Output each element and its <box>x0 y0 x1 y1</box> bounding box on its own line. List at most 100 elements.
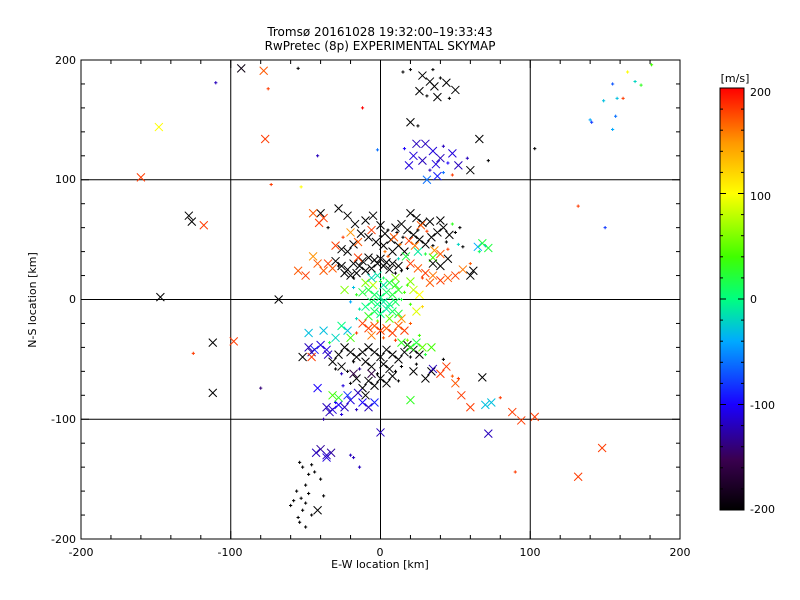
data-point-cross <box>436 249 445 259</box>
data-point-cross <box>328 264 337 273</box>
data-point-cross <box>308 208 318 218</box>
data-point-plus <box>399 297 404 302</box>
data-point-cross <box>433 171 442 181</box>
data-point-cross <box>313 259 322 268</box>
data-point-cross <box>413 247 423 256</box>
data-point-cross <box>322 345 331 355</box>
data-point-plus <box>266 87 270 91</box>
y-tick-label: 100 <box>55 173 76 186</box>
data-point-cross <box>361 390 370 400</box>
data-point-cross <box>304 343 313 352</box>
data-point-cross <box>388 328 397 338</box>
data-point-cross <box>486 398 496 407</box>
data-point-cross <box>477 372 487 382</box>
data-point-plus <box>316 154 320 158</box>
data-point-plus <box>393 271 398 275</box>
data-point-plus <box>533 147 537 151</box>
colorbar-tick-label: -200 <box>750 503 775 516</box>
data-point-cross <box>319 326 328 335</box>
data-point-cross <box>474 134 484 144</box>
data-point-cross <box>379 241 388 250</box>
data-point-plus <box>408 355 413 359</box>
data-point-plus <box>354 293 359 297</box>
data-point-cross <box>301 271 310 280</box>
data-point-plus <box>341 235 345 239</box>
data-point-cross <box>465 271 475 280</box>
data-point-cross <box>349 369 358 379</box>
data-point-cross <box>325 407 334 417</box>
data-point-cross <box>337 244 346 254</box>
data-point-cross <box>367 273 376 283</box>
data-point-cross <box>322 450 331 460</box>
data-point-plus <box>402 290 407 294</box>
data-point-plus <box>381 276 386 280</box>
data-point-plus <box>357 367 362 371</box>
data-point-cross <box>391 273 400 283</box>
data-point-cross <box>382 345 391 355</box>
data-point-cross <box>400 247 409 256</box>
data-point-cross <box>358 398 367 407</box>
data-point-cross <box>331 241 340 250</box>
data-point-cross <box>428 259 438 268</box>
data-point-plus <box>649 63 654 67</box>
data-point-cross <box>454 161 463 170</box>
data-point-cross <box>156 292 165 302</box>
colorbar-tick-label: 200 <box>750 86 771 99</box>
data-point-plus <box>321 494 326 498</box>
data-point-cross <box>364 232 373 242</box>
data-point-cross <box>322 402 331 412</box>
data-point-plus <box>441 170 445 175</box>
data-point-cross <box>364 323 373 333</box>
data-point-plus <box>458 226 462 230</box>
data-point-cross <box>388 371 397 381</box>
data-point-cross <box>340 268 349 278</box>
data-point-plus <box>405 283 410 287</box>
data-point-cross <box>323 350 333 359</box>
data-point-cross <box>397 338 406 347</box>
data-point-plus <box>307 491 311 496</box>
data-point-cross <box>307 347 316 357</box>
data-point-cross <box>442 78 451 88</box>
data-point-cross <box>353 253 363 262</box>
data-point-plus <box>319 477 323 481</box>
data-point-plus <box>615 96 619 100</box>
data-point-plus <box>339 372 344 376</box>
data-point-plus <box>354 317 359 321</box>
data-point-cross <box>436 261 445 271</box>
data-point-cross <box>353 237 363 247</box>
data-point-plus <box>417 333 422 338</box>
data-point-cross <box>340 402 349 412</box>
data-point-cross <box>433 92 442 102</box>
data-point-plus <box>296 66 300 70</box>
data-point-cross <box>421 240 430 249</box>
data-point-cross <box>418 71 427 80</box>
data-point-cross <box>314 218 324 228</box>
data-point-cross <box>391 223 400 233</box>
data-point-plus <box>381 336 386 340</box>
data-point-cross <box>376 220 385 230</box>
data-point-plus <box>621 96 625 100</box>
data-point-plus <box>333 400 338 405</box>
x-tick-label: 0 <box>377 546 384 559</box>
data-point-cross <box>406 395 415 405</box>
data-point-cross <box>361 216 370 225</box>
data-point-cross <box>370 381 379 391</box>
data-point-plus <box>214 81 218 85</box>
y-tick-label: 200 <box>55 54 76 67</box>
data-point-plus <box>453 230 457 235</box>
data-point-cross <box>274 295 284 304</box>
data-point-plus <box>425 229 429 233</box>
data-point-cross <box>483 429 493 438</box>
data-point-cross <box>370 321 379 331</box>
y-tick-label: -100 <box>51 413 76 426</box>
data-point-cross <box>427 343 436 352</box>
data-point-cross <box>451 271 460 280</box>
data-point-cross <box>343 211 352 221</box>
data-point-cross <box>311 448 321 458</box>
data-point-cross <box>483 243 493 253</box>
data-point-cross <box>304 328 313 338</box>
data-point-cross <box>468 266 478 276</box>
data-point-cross <box>346 395 355 405</box>
data-point-cross <box>385 299 394 309</box>
data-point-cross <box>406 208 415 218</box>
